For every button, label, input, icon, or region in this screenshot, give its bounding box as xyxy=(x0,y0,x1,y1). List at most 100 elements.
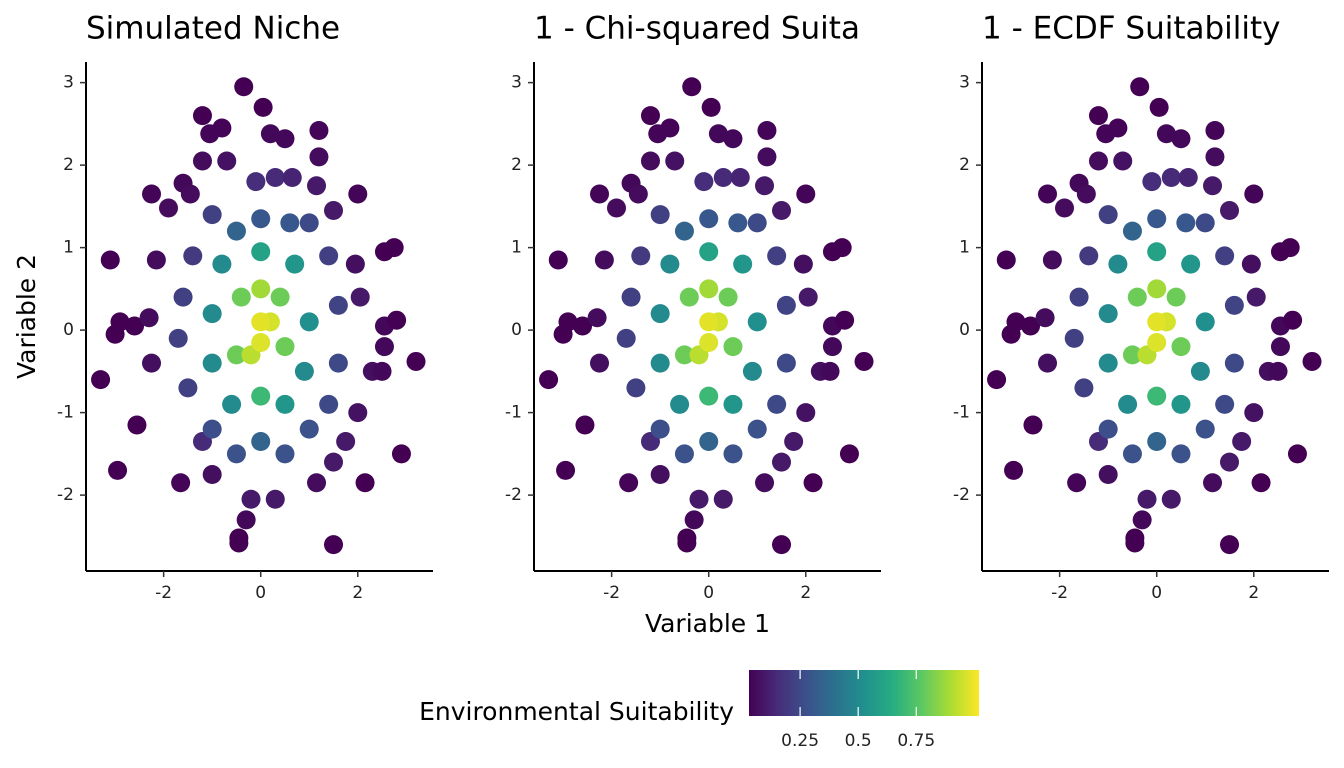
point xyxy=(1224,353,1244,373)
point xyxy=(234,77,254,97)
point xyxy=(772,452,792,472)
point xyxy=(767,394,787,414)
point xyxy=(236,510,256,530)
point xyxy=(1035,308,1055,328)
point xyxy=(1074,378,1094,398)
point xyxy=(650,353,670,373)
point xyxy=(699,279,719,299)
x-tick-label: -2 xyxy=(603,583,620,603)
point xyxy=(1176,213,1196,233)
point xyxy=(355,473,375,493)
point xyxy=(251,279,271,299)
point xyxy=(682,77,702,97)
point xyxy=(1069,287,1089,307)
point xyxy=(835,310,855,330)
point xyxy=(139,308,159,328)
point xyxy=(776,295,796,315)
point xyxy=(820,361,840,381)
panel-title: 1 - Chi-squared Suita xyxy=(534,11,860,47)
point xyxy=(1147,312,1167,332)
point xyxy=(345,254,365,274)
point xyxy=(265,167,285,187)
point xyxy=(251,332,271,352)
point xyxy=(594,250,614,270)
point xyxy=(324,200,344,220)
panel-title: 1 - ECDF Suitability xyxy=(982,11,1281,47)
x-axis-label: Variable 1 xyxy=(645,609,770,638)
point xyxy=(336,431,356,451)
y-axis-label: Variable 2 xyxy=(12,254,41,379)
point xyxy=(192,106,212,126)
point xyxy=(226,444,246,464)
point xyxy=(275,129,295,149)
point xyxy=(294,361,314,381)
point xyxy=(282,167,302,187)
point xyxy=(674,345,694,365)
point xyxy=(796,403,816,423)
point xyxy=(679,287,699,307)
point xyxy=(621,287,641,307)
point xyxy=(108,460,128,480)
point xyxy=(1004,460,1024,480)
point xyxy=(1287,444,1307,464)
point xyxy=(1038,184,1058,204)
y-tick-label: -1 xyxy=(505,403,522,423)
point xyxy=(733,254,753,274)
point xyxy=(202,205,222,225)
point xyxy=(231,287,251,307)
point xyxy=(1220,200,1240,220)
point xyxy=(772,200,792,220)
point xyxy=(660,254,680,274)
point xyxy=(307,176,327,196)
point xyxy=(1280,238,1300,258)
point xyxy=(1171,394,1191,414)
point xyxy=(1246,287,1266,307)
point xyxy=(1232,431,1252,451)
point xyxy=(299,419,319,439)
point xyxy=(1098,419,1118,439)
y-tick-label: -2 xyxy=(57,485,74,505)
point xyxy=(631,246,651,266)
y-tick-label: 2 xyxy=(63,155,74,175)
point xyxy=(324,452,344,472)
point xyxy=(1203,473,1223,493)
x-tick-label: 2 xyxy=(352,583,363,603)
point xyxy=(260,124,280,144)
point xyxy=(1241,254,1261,274)
point xyxy=(1122,345,1142,365)
point xyxy=(222,394,242,414)
point xyxy=(1130,77,1150,97)
y-tick-label: 1 xyxy=(511,238,522,258)
point xyxy=(1113,151,1133,171)
point xyxy=(1283,310,1303,330)
point xyxy=(619,473,639,493)
point xyxy=(299,312,319,332)
point xyxy=(309,120,329,140)
point xyxy=(1166,287,1186,307)
point xyxy=(670,394,690,414)
point xyxy=(718,287,738,307)
point xyxy=(324,535,344,555)
point xyxy=(723,129,743,149)
point xyxy=(796,184,816,204)
point xyxy=(776,353,796,373)
point xyxy=(832,238,852,258)
point xyxy=(701,97,721,117)
point xyxy=(1088,151,1108,171)
point xyxy=(1171,129,1191,149)
point xyxy=(1118,394,1138,414)
point xyxy=(1142,172,1162,192)
point xyxy=(384,238,404,258)
point xyxy=(1147,242,1167,262)
point xyxy=(689,489,709,509)
point xyxy=(1215,394,1235,414)
point xyxy=(723,337,743,357)
point xyxy=(1215,246,1235,266)
y-tick-label: -2 xyxy=(505,485,522,505)
point xyxy=(767,246,787,266)
point xyxy=(548,250,568,270)
point xyxy=(1178,167,1198,187)
point xyxy=(996,250,1016,270)
point xyxy=(1270,337,1290,357)
point xyxy=(1127,287,1147,307)
